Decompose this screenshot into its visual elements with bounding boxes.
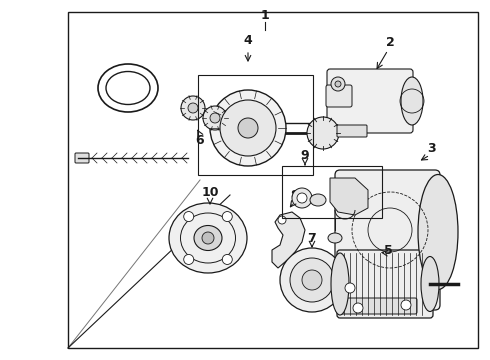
FancyBboxPatch shape — [75, 153, 89, 163]
Bar — [198, 75, 313, 175]
Text: 10: 10 — [201, 185, 219, 198]
Circle shape — [278, 216, 286, 224]
FancyBboxPatch shape — [337, 250, 433, 318]
Circle shape — [290, 258, 334, 302]
Ellipse shape — [169, 203, 247, 273]
FancyBboxPatch shape — [337, 125, 367, 137]
Circle shape — [222, 212, 232, 221]
Circle shape — [238, 118, 258, 138]
Circle shape — [181, 96, 205, 120]
Circle shape — [202, 232, 214, 244]
Circle shape — [280, 248, 344, 312]
Ellipse shape — [421, 256, 439, 311]
Text: 7: 7 — [308, 231, 317, 244]
Circle shape — [292, 188, 312, 208]
FancyBboxPatch shape — [335, 170, 440, 310]
Polygon shape — [330, 178, 368, 215]
Circle shape — [184, 212, 194, 221]
Text: 9: 9 — [301, 149, 309, 162]
Ellipse shape — [194, 225, 222, 251]
Circle shape — [307, 117, 339, 149]
FancyBboxPatch shape — [327, 69, 413, 133]
Circle shape — [401, 300, 411, 310]
Text: 6: 6 — [196, 134, 204, 147]
Ellipse shape — [331, 253, 349, 315]
Bar — [282, 166, 382, 218]
Circle shape — [331, 77, 345, 91]
Ellipse shape — [310, 194, 326, 206]
FancyBboxPatch shape — [326, 85, 352, 107]
Circle shape — [188, 103, 198, 113]
Circle shape — [297, 193, 307, 203]
Text: 1: 1 — [261, 9, 270, 22]
Text: 3: 3 — [428, 141, 436, 154]
Ellipse shape — [418, 175, 458, 289]
Polygon shape — [272, 212, 305, 268]
Circle shape — [302, 270, 322, 290]
Text: 4: 4 — [244, 33, 252, 46]
Ellipse shape — [328, 233, 342, 243]
Circle shape — [210, 113, 220, 123]
FancyBboxPatch shape — [338, 298, 417, 314]
Circle shape — [210, 90, 286, 166]
Ellipse shape — [401, 77, 423, 125]
Text: 2: 2 — [386, 36, 394, 49]
Circle shape — [220, 100, 276, 156]
Circle shape — [203, 106, 227, 130]
Circle shape — [353, 303, 363, 313]
Text: 5: 5 — [384, 243, 392, 256]
Circle shape — [335, 81, 341, 87]
Circle shape — [345, 283, 355, 293]
Circle shape — [222, 255, 232, 265]
Bar — [68, 12, 478, 348]
Text: 8: 8 — [291, 189, 299, 202]
Circle shape — [184, 255, 194, 265]
